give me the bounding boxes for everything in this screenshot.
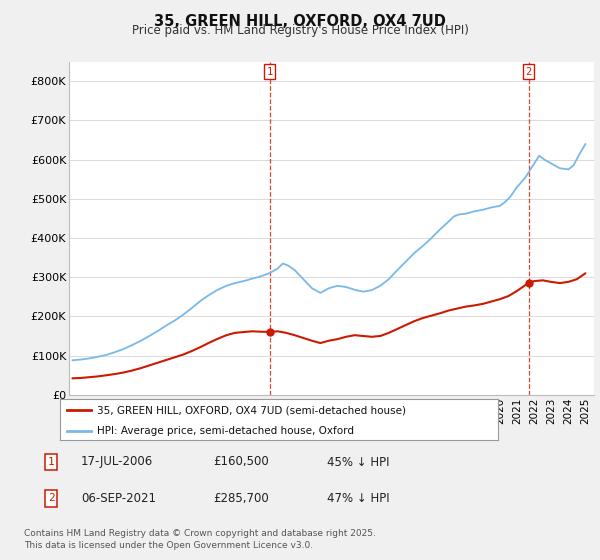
Text: 06-SEP-2021: 06-SEP-2021: [81, 492, 156, 505]
Text: Price paid vs. HM Land Registry's House Price Index (HPI): Price paid vs. HM Land Registry's House …: [131, 24, 469, 37]
Text: £285,700: £285,700: [213, 492, 269, 505]
Text: 2: 2: [47, 493, 55, 503]
Text: 1: 1: [266, 67, 273, 77]
Text: Contains HM Land Registry data © Crown copyright and database right 2025.
This d: Contains HM Land Registry data © Crown c…: [24, 529, 376, 550]
Text: HPI: Average price, semi-detached house, Oxford: HPI: Average price, semi-detached house,…: [97, 426, 354, 436]
Text: 45% ↓ HPI: 45% ↓ HPI: [327, 455, 389, 469]
Text: 47% ↓ HPI: 47% ↓ HPI: [327, 492, 389, 505]
Text: £160,500: £160,500: [213, 455, 269, 469]
Text: 2: 2: [526, 67, 532, 77]
Text: 35, GREEN HILL, OXFORD, OX4 7UD (semi-detached house): 35, GREEN HILL, OXFORD, OX4 7UD (semi-de…: [97, 405, 406, 415]
Text: 1: 1: [47, 457, 55, 467]
Text: 17-JUL-2006: 17-JUL-2006: [81, 455, 153, 469]
Text: 35, GREEN HILL, OXFORD, OX4 7UD: 35, GREEN HILL, OXFORD, OX4 7UD: [154, 14, 446, 29]
